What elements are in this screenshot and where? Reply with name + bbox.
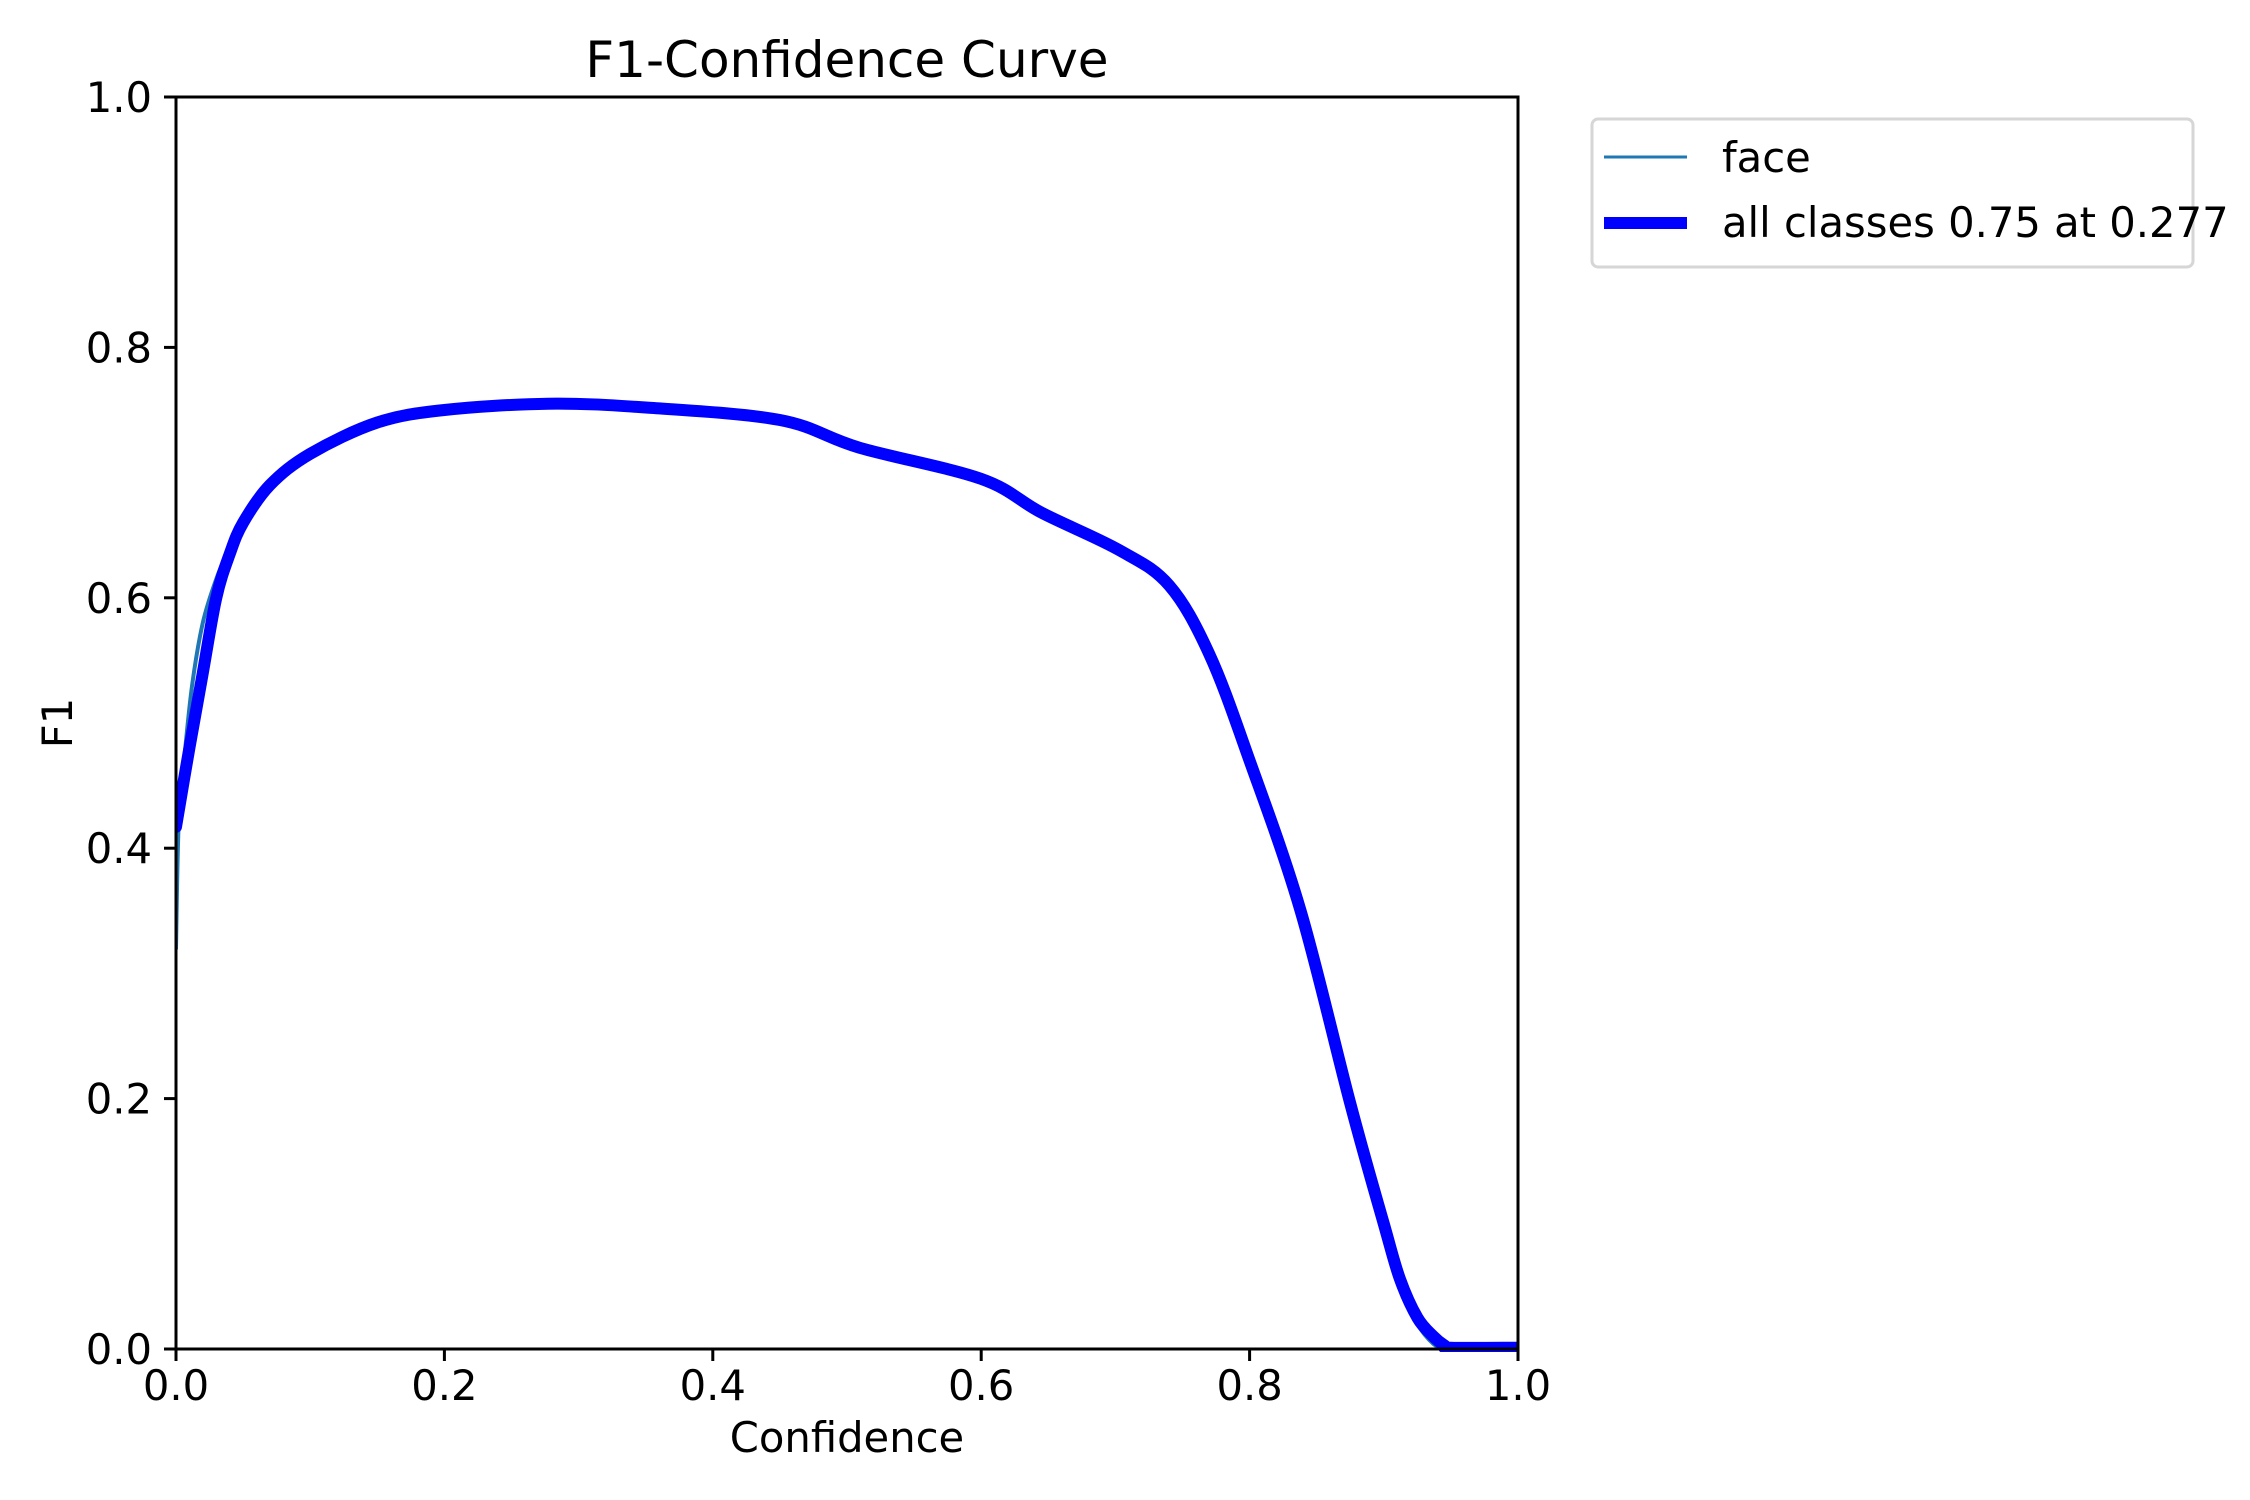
x-axis: 0.0 0.2 0.4 0.6 0.8 1.0	[143, 1349, 1551, 1410]
legend-box	[1590, 117, 2195, 269]
x-tick: 0.0	[143, 1349, 209, 1410]
all-classes-curve	[176, 397, 1518, 1352]
y-tick: 0.6	[86, 574, 176, 623]
series-lines	[176, 397, 1518, 1352]
legend-item-face: face	[1604, 133, 1811, 182]
y-tick-label: 0.6	[86, 574, 152, 623]
y-tick: 0.0	[86, 1325, 176, 1374]
x-tick-label: 0.8	[1216, 1361, 1282, 1410]
x-tick-label: 1.0	[1485, 1361, 1551, 1410]
x-tick: 0.2	[411, 1349, 478, 1410]
legend-label-all-classes: all classes 0.75 at 0.277	[1722, 198, 2229, 247]
y-tick: 0.8	[86, 323, 176, 372]
y-tick-label: 0.8	[86, 323, 152, 372]
plot-frame	[174, 95, 1520, 1351]
y-tick-label: 1.0	[86, 73, 152, 122]
legend-item-all-classes: all classes 0.75 at 0.277	[1604, 198, 2229, 247]
x-tick: 0.8	[1216, 1349, 1283, 1410]
chart-title: F1-Confidence Curve	[585, 31, 1108, 89]
x-tick: 1.0	[1485, 1349, 1551, 1410]
x-tick-label: 0.6	[948, 1361, 1014, 1410]
x-tick-label: 0.4	[680, 1361, 746, 1410]
x-tick-label: 0.2	[411, 1361, 477, 1410]
x-axis-label: Confidence	[730, 1413, 964, 1462]
y-axis-label: F1	[33, 698, 82, 749]
x-tick: 0.6	[948, 1349, 1014, 1410]
y-tick: 0.4	[86, 824, 176, 873]
legend: face all classes 0.75 at 0.277	[1590, 117, 2229, 269]
y-axis: 0.0 0.2 0.4 0.6 0.8 1.0	[86, 73, 176, 1374]
y-tick-label: 0.4	[86, 824, 152, 873]
y-tick: 1.0	[86, 73, 176, 122]
x-tick: 0.4	[680, 1349, 746, 1410]
x-tick-label: 0.0	[143, 1361, 209, 1410]
legend-label-face: face	[1722, 133, 1811, 182]
y-tick-label: 0.2	[86, 1075, 152, 1124]
y-tick: 0.2	[86, 1075, 176, 1124]
y-tick-label: 0.0	[86, 1325, 152, 1374]
